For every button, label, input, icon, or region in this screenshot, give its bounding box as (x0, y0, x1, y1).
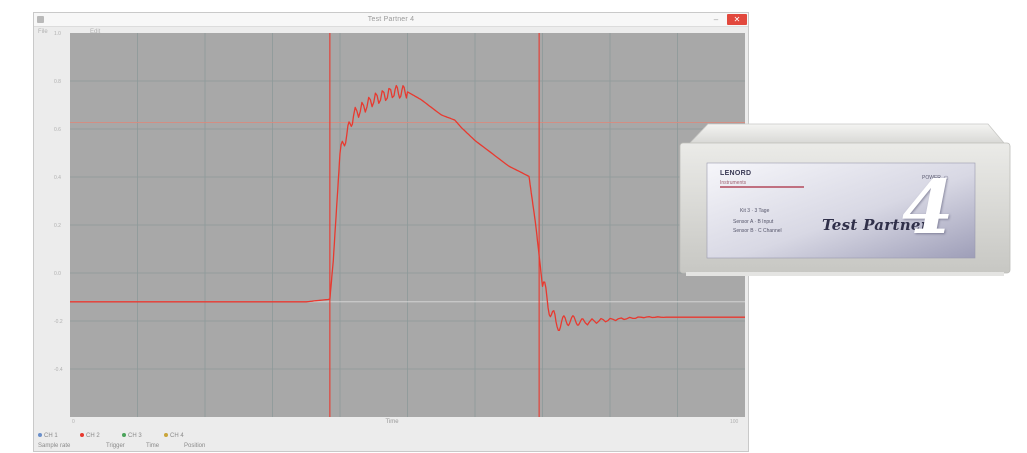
channel-3-label: CH 3 (128, 433, 142, 439)
power-led-icon (943, 175, 949, 181)
sample-rate-field: Sample rate (38, 443, 71, 449)
y-tick-label: -0.4 (54, 367, 63, 373)
close-button[interactable]: ✕ (727, 14, 747, 25)
channel-3-icon (122, 433, 126, 438)
y-tick-label: -0.2 (54, 319, 63, 325)
y-tick-label: 0.8 (54, 79, 61, 85)
plot-cursors (329, 33, 540, 417)
device-power-label: POWER (922, 175, 941, 181)
x-axis-label: Time (385, 419, 399, 425)
device-front-panel (706, 162, 976, 259)
device-brand: LENORD (720, 170, 752, 177)
y-tick-label: 1.0 (54, 31, 61, 37)
window-title: Test Partner 4 (367, 16, 415, 23)
x-tick-end: 100 (730, 419, 739, 425)
y-tick-label: 0.2 (54, 223, 61, 229)
brand-underline (720, 186, 804, 188)
channel-2-icon (80, 433, 84, 438)
channel-2-toggle[interactable]: CH 2 (80, 431, 100, 441)
channel-4-label: CH 4 (170, 433, 184, 439)
channel-status-row: CH 1 CH 2 CH 3 CH 4 (34, 431, 748, 441)
channel-3-toggle[interactable]: CH 3 (122, 431, 142, 441)
title-bar: Test Partner 4 – ✕ (34, 13, 748, 27)
channel-2-label: CH 2 (86, 433, 100, 439)
plot-grid (70, 33, 745, 417)
x-tick-start: 0 (72, 419, 75, 425)
minimize-button[interactable]: – (713, 15, 719, 24)
channel-4-toggle[interactable]: CH 4 (164, 431, 184, 441)
y-tick-label: 0.6 (54, 127, 61, 133)
channel-1-toggle[interactable]: CH 1 (38, 431, 58, 441)
device-case-top (689, 123, 1005, 144)
menu-file[interactable]: File (38, 29, 48, 35)
device-line-1: Kit 3 · 3 Tage (740, 208, 770, 214)
time-field: Time (146, 443, 160, 449)
app-icon (37, 16, 44, 23)
device-line-2: Sensor A · B Input (733, 219, 774, 225)
toolbar: File Edit (34, 27, 748, 37)
device-model-number: 4 (902, 165, 954, 251)
plot-canvas[interactable] (34, 13, 750, 453)
y-tick-label: 0.0 (54, 271, 61, 277)
signal-trace (70, 84, 745, 331)
y-tick-label: 0.4 (54, 175, 61, 181)
channel-4-icon (164, 433, 168, 438)
channel-1-label: CH 1 (44, 433, 58, 439)
oscilloscope-window: Test Partner 4 – ✕ File Edit 1.0 0.8 0.6 0.… (33, 12, 749, 452)
channel-1-icon (38, 433, 42, 438)
device-model-name: Test Partner (822, 216, 929, 234)
trigger-field: Trigger (106, 443, 125, 449)
device-brand-sub: Instruments (720, 180, 747, 186)
position-field: Position (184, 443, 206, 449)
device-shadow (686, 272, 1004, 276)
info-status-row: Sample rate Trigger Time Position (34, 441, 748, 451)
menu-edit[interactable]: Edit (90, 29, 101, 35)
device-line-3: Sensor B · C Channel (733, 228, 782, 234)
